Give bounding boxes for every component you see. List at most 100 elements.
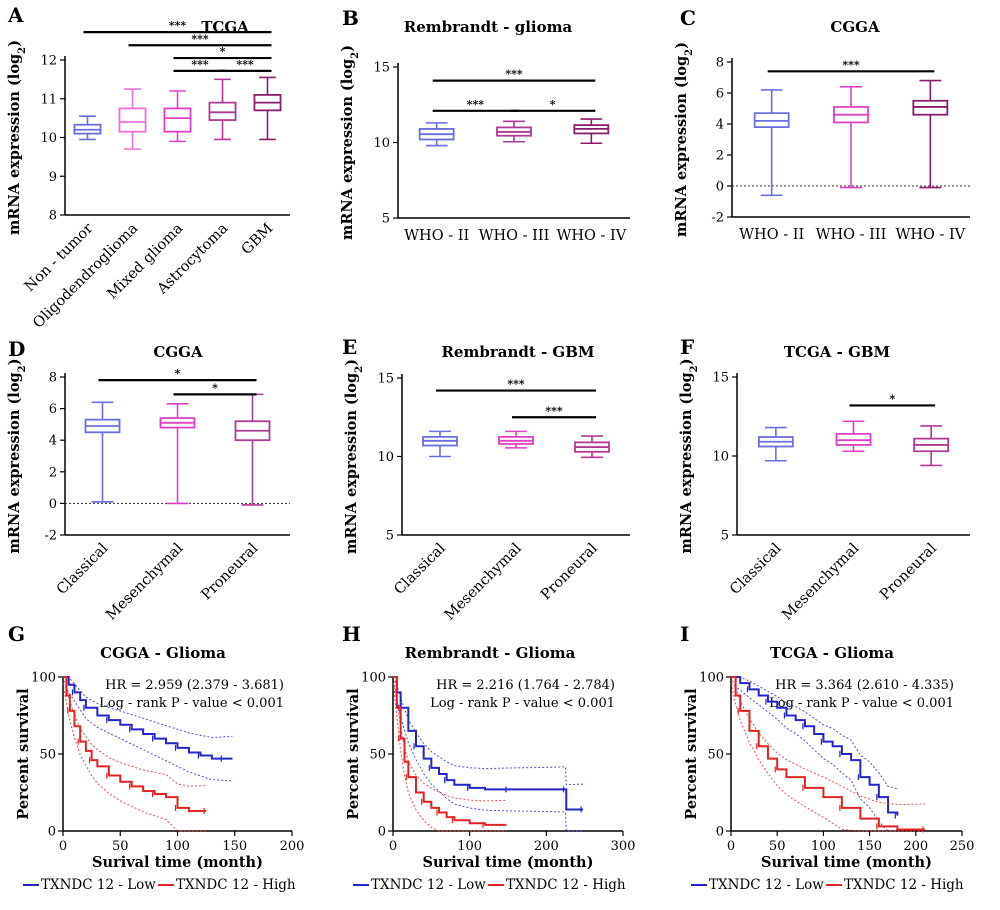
x-axis-label: Surival time (month) — [761, 854, 932, 871]
panel-G: G CGGA - Glioma 0 50 100 0 50 100 150 200 Percent … — [8, 622, 304, 893]
box-3 — [208, 78, 237, 141]
y-axis-label-end: ) — [6, 40, 23, 47]
x-tick-label: 150 — [222, 839, 247, 854]
y-axis-label-sub: 2 — [17, 47, 28, 54]
y-tick-label: 10 — [377, 450, 394, 465]
y-tick-label: -2 — [711, 211, 724, 226]
chart-title: Rembrandt - Glioma — [405, 644, 576, 662]
y-tick-label: 6 — [716, 87, 724, 102]
box-0 — [73, 115, 102, 141]
significance-label: *** — [842, 58, 860, 71]
confidence-lower — [730, 682, 898, 832]
category-label: Classical — [54, 540, 112, 598]
significance-label: *** — [505, 68, 523, 81]
category-label: Proneural — [198, 540, 261, 603]
y-axis-label-text: mRNA expression (log — [678, 372, 695, 553]
y-tick-label: 2 — [716, 149, 724, 164]
y-axis-label: mRNA expression (log2) — [339, 45, 361, 240]
category-label: Classical — [727, 540, 785, 598]
y-axis-label-end: ) — [673, 42, 690, 49]
panel-H: H Rembrandt - Glioma 0 50 100 0 100 200 300 Perce… — [342, 622, 635, 893]
panel-F: F TCGA - GBM 5 10 15 mRNA expression (log2) Cl… — [678, 335, 970, 624]
y-tick-label: 15 — [377, 372, 394, 387]
hazard-ratio-text: HR = 2.959 (2.379 - 3.681) — [105, 678, 284, 693]
survival-series-0 — [62, 676, 233, 782]
box-1 — [159, 403, 196, 505]
y-axis-label: mRNA expression (log2) — [673, 42, 695, 237]
survival-series-1 — [730, 676, 926, 833]
significance-label: * — [175, 367, 181, 380]
legend-label: TXNDC 12 - Low — [709, 877, 824, 893]
category-label: Mesenchymal — [779, 540, 862, 623]
category-label: WHO - IV — [895, 227, 965, 243]
y-tick-label: 4 — [49, 434, 57, 449]
significance-label: *** — [169, 19, 187, 32]
y-tick-label: 12 — [40, 54, 57, 69]
panel-letter: C — [680, 6, 696, 30]
y-axis-label-text: mRNA expression (log — [343, 373, 360, 554]
y-tick-label: 10 — [40, 131, 57, 146]
survival-series-1 — [392, 676, 507, 832]
survival-curve — [731, 676, 926, 831]
hazard-ratio-text: HR = 3.364 (2.610 - 4.335) — [775, 678, 954, 693]
y-tick-label: 0 — [716, 825, 724, 840]
y-axis-label-sub: 2 — [17, 365, 28, 372]
survival-curve — [393, 676, 584, 811]
y-tick-label: 5 — [721, 529, 729, 544]
panel-letter: F — [680, 335, 694, 359]
box-1 — [496, 120, 532, 143]
panel-E: E Rembrandt - GBM 5 10 15 mRNA expression (lo… — [342, 335, 630, 624]
y-tick-label: 10 — [712, 450, 729, 465]
x-tick-label: 50 — [112, 839, 129, 854]
category-label: WHO - II — [404, 228, 469, 244]
y-axis-label: mRNA expression (log2) — [343, 359, 365, 554]
significance-label: * — [889, 392, 895, 405]
y-axis-label: Percent survival — [345, 688, 362, 820]
y-axis-label: mRNA expression (log2) — [678, 359, 700, 554]
y-tick-label: 10 — [373, 136, 390, 151]
box-0 — [418, 122, 455, 147]
x-tick-label: 300 — [611, 839, 636, 854]
y-axis-label: mRNA expression (log2) — [6, 40, 28, 235]
y-tick-label: 8 — [49, 371, 57, 386]
box-2 — [573, 118, 610, 145]
category-label: Proneural — [877, 540, 940, 603]
y-axis-label-text: mRNA expression (log — [339, 59, 356, 240]
x-axis-label: Surival time (month) — [92, 854, 263, 871]
y-axis-label-sub: 2 — [354, 366, 365, 373]
category-label: WHO - III — [479, 228, 550, 244]
hazard-ratio-text: HR = 2.216 (1.764 - 2.784) — [436, 678, 615, 693]
survival-curve — [63, 676, 207, 812]
box-1 — [498, 430, 534, 449]
log-rank-p-text: Log - rank P - value < 0.001 — [99, 696, 284, 711]
y-tick-label: 11 — [40, 92, 57, 107]
panel-B: B Rembrandt - glioma 5 10 15 mRNA expression … — [339, 6, 630, 244]
survival-series-0 — [392, 676, 584, 832]
y-tick-label: 8 — [716, 56, 724, 71]
y-tick-label: 4 — [716, 118, 724, 133]
x-tick-label: 50 — [769, 839, 786, 854]
panel-letter: I — [680, 622, 689, 646]
category-label: WHO - III — [816, 227, 887, 243]
panel-letter: D — [8, 337, 25, 361]
panel-letter: E — [342, 335, 357, 359]
significance-label: *** — [191, 32, 209, 45]
x-tick-label: 200 — [534, 839, 559, 854]
y-tick-label: 0 — [49, 497, 57, 512]
x-tick-label: 0 — [389, 839, 397, 854]
box-iqr — [208, 101, 237, 121]
chart-title: TCGA - Glioma — [770, 644, 894, 662]
category-label: Classical — [391, 540, 449, 598]
y-tick-label: 15 — [712, 371, 729, 386]
x-tick-label: 250 — [950, 839, 975, 854]
box-4 — [253, 76, 282, 141]
confidence-upper — [392, 676, 584, 786]
y-axis-label: mRNA expression (log2) — [6, 359, 28, 554]
log-rank-p-text: Log - rank P - value < 0.001 — [430, 696, 615, 711]
y-axis-label-sub: 2 — [689, 365, 700, 372]
y-tick-label: 8 — [49, 209, 57, 224]
survival-curve — [393, 676, 507, 826]
legend-label: TXNDC 12 - High — [844, 877, 964, 893]
